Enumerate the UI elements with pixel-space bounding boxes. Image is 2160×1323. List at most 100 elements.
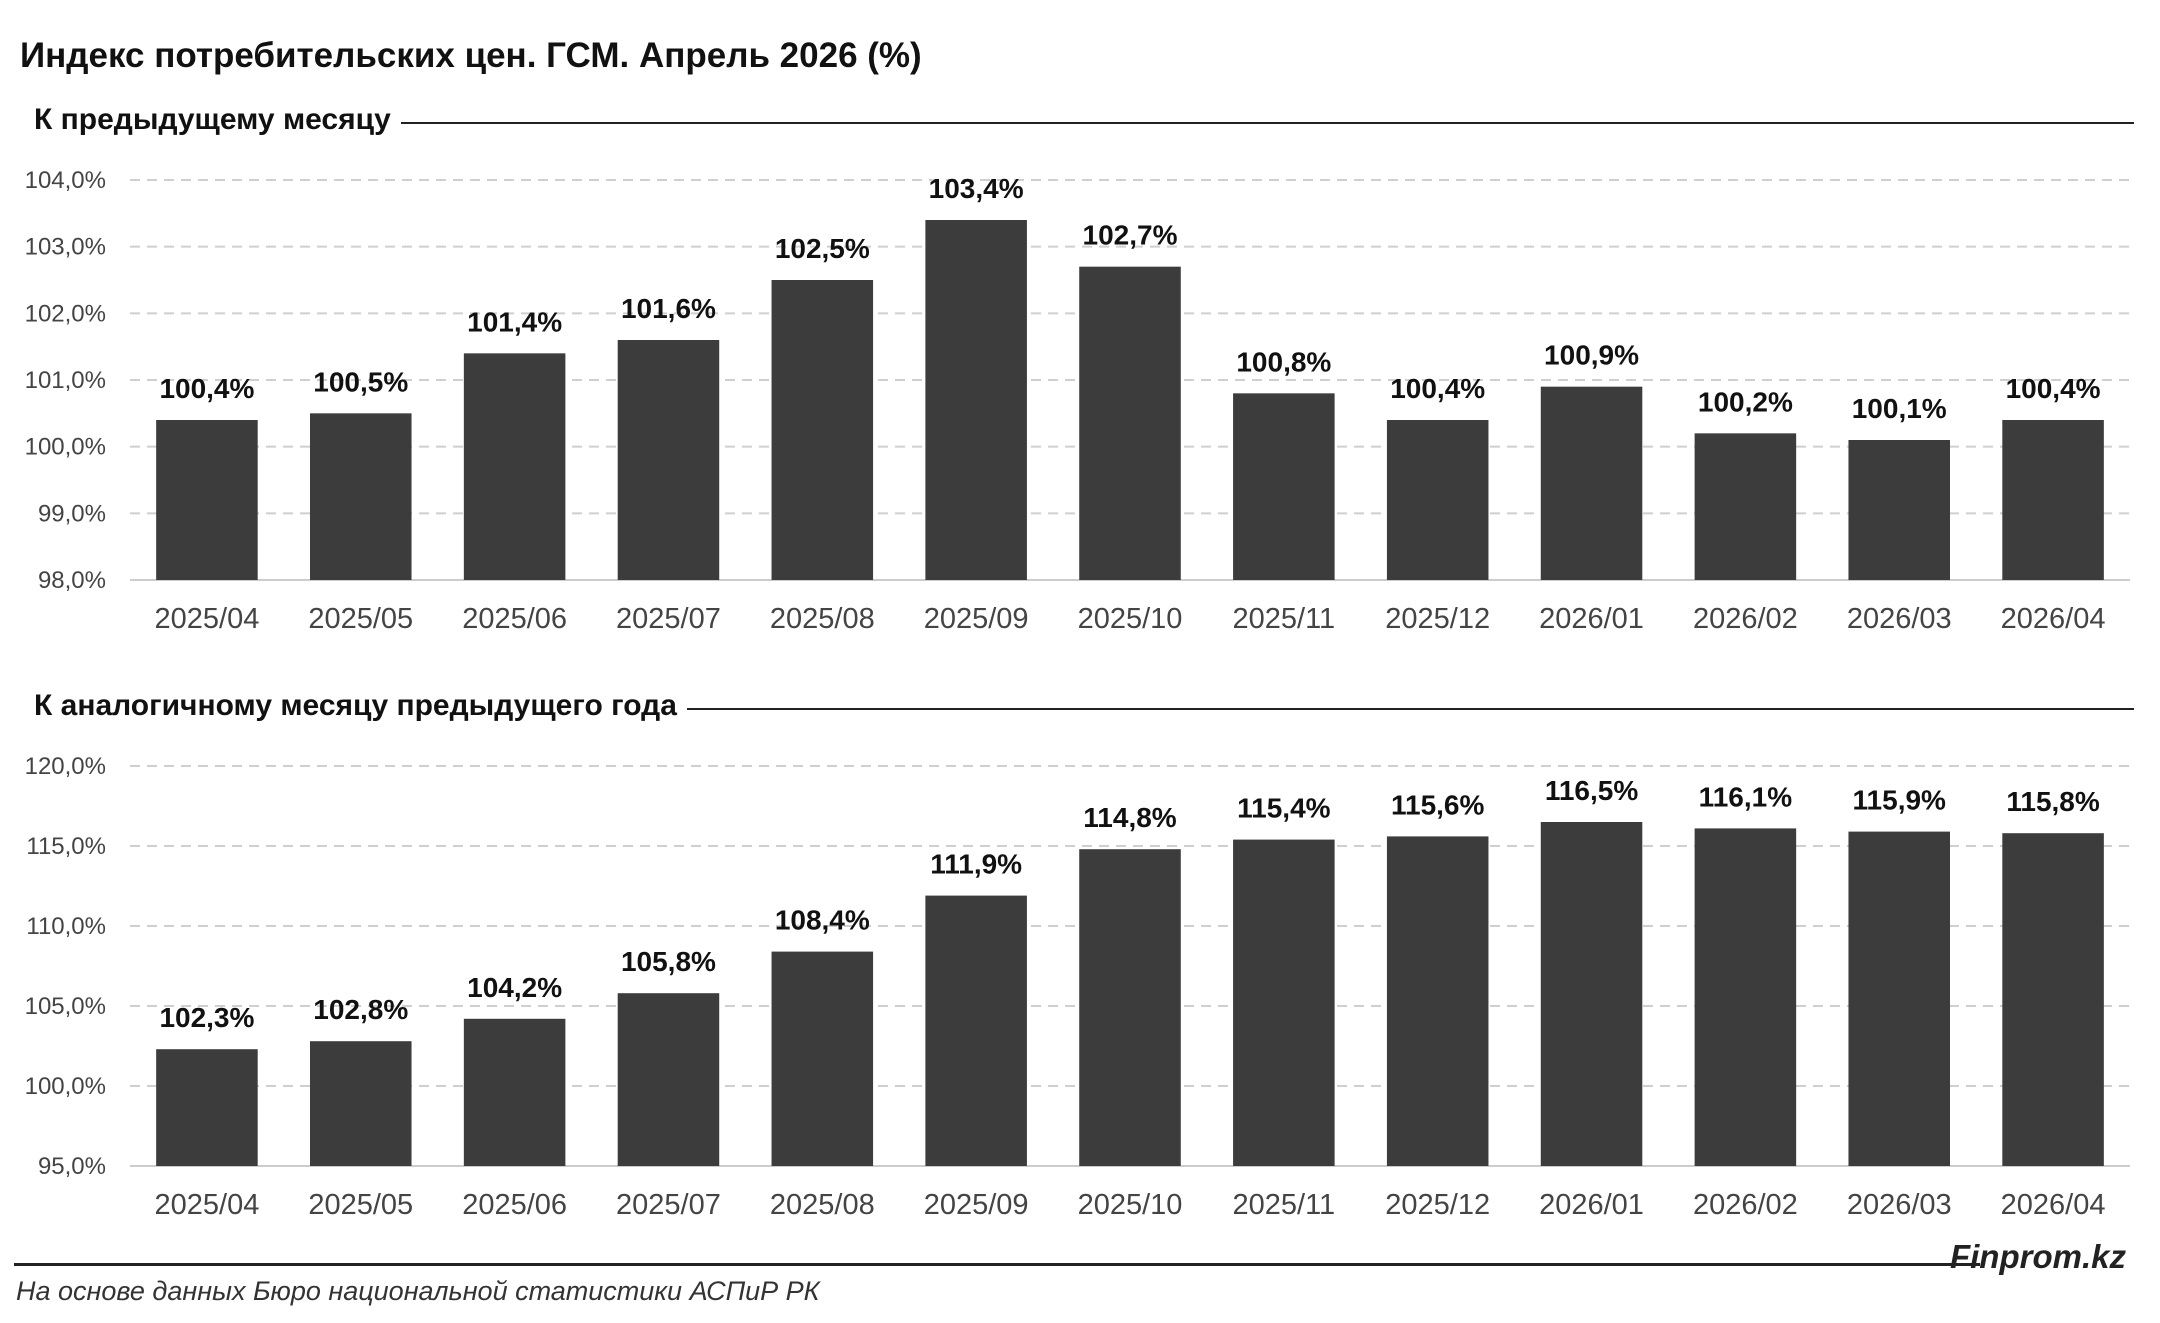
bar [156,420,258,580]
x-tick-label: 2025/08 [770,1189,875,1221]
bar [925,895,1027,1166]
y-tick-label: 95,0% [38,1153,106,1180]
x-tick-label: 2025/09 [924,603,1029,635]
x-tick-label: 2026/03 [1847,603,1952,635]
x-tick-label: 2025/10 [1078,603,1183,635]
bar [156,1049,258,1166]
chart-2-header: К аналогичному месяцу предыдущего года [34,686,2134,726]
gridlines [130,179,2130,515]
x-tick-label: 2026/01 [1539,1189,1644,1221]
chart-1-title: К предыдущему месяцу [34,103,391,136]
bar [310,413,412,580]
x-tick-label: 2026/01 [1539,603,1644,635]
data-label: 115,6% [1391,789,1485,820]
data-label: 100,4% [2006,373,2101,404]
y-tick-label: 102,0% [25,300,106,327]
chart-1-svg: 98,0% 99,0% 100,0% 101,0% 102,0% 103,0% 104,0%… [25,167,2130,635]
x-tick-label: 2025/09 [924,1189,1029,1221]
data-label: 100,5% [313,366,408,397]
x-tick-label: 2025/11 [1233,603,1336,635]
data-label: 101,4% [467,306,562,337]
data-label: 114,8% [1083,802,1177,833]
chart-1-title-rule [400,122,2134,124]
bar [617,993,720,1166]
x-tick-label: 2026/03 [1847,1189,1952,1221]
bar [1694,828,1797,1166]
x-tick-label: 2026/04 [2001,1189,2106,1221]
page-title: Индекс потребительских цен. ГСМ. Апрель … [20,36,922,75]
bar [2002,420,2104,580]
data-label: 104,2% [467,972,562,1003]
chart-2-svg: 95,0% 100,0% 105,0% 110,0% 115,0% 120,0% 102,3… [25,753,2130,1221]
bar [1540,386,1643,580]
data-label: 116,1% [1699,781,1793,812]
data-label: 100,4% [1390,373,1485,404]
x-tick-label: 2025/06 [462,1189,567,1221]
data-label: 102,3% [159,1002,254,1033]
bar [1233,839,1335,1166]
bar [1540,822,1643,1166]
bar [617,340,720,580]
x-tick-label: 2025/07 [616,1189,721,1221]
data-label: 100,8% [1236,346,1331,377]
bar [1694,433,1797,580]
bar [925,220,1027,580]
data-label: 105,8% [621,946,716,977]
x-tick-label: 2026/02 [1693,1189,1798,1221]
chart-1-header: К предыдущему месяцу [34,100,2134,140]
y-tick-label: 101,0% [25,367,106,394]
y-tick-label: 103,0% [25,234,106,261]
data-label: 103,4% [929,173,1024,204]
bar [1386,420,1489,580]
data-label: 115,9% [1853,785,1947,816]
bar [1233,393,1335,580]
x-tick-label: 2026/04 [2001,603,2106,635]
x-tick-label: 2025/04 [155,1189,260,1221]
bar [1848,831,1950,1166]
data-label: 115,8% [2006,786,2100,817]
y-tick-label: 110,0% [26,913,106,940]
x-tick-label: 2025/12 [1385,603,1490,635]
y-tick-label: 120,0% [25,753,106,780]
gridlines [130,765,2130,1087]
y-tick-label: 115,0% [26,833,106,860]
x-tick-label: 2025/05 [308,603,413,635]
y-tick-label: 99,0% [38,500,106,527]
bar [771,280,874,580]
data-label: 102,5% [775,233,870,264]
bar [1079,849,1181,1166]
data-label: 102,8% [313,994,408,1025]
x-tick-label: 2025/05 [308,1189,413,1221]
bar [1848,440,1950,580]
x-tick-label: 2025/07 [616,603,721,635]
y-tick-label: 105,0% [25,993,106,1020]
bar [463,353,566,580]
source-note: На основе данных Бюро национальной стати… [16,1276,820,1306]
x-tick-label: 2025/04 [155,603,260,635]
chart-2-title: К аналогичному месяцу предыдущего года [34,689,677,722]
chart-2-title-rule [686,708,2134,710]
data-label: 111,9% [930,849,1022,880]
data-label: 100,1% [1852,393,1947,424]
y-tick-label: 100,0% [25,434,106,461]
x-tick-label: 2025/08 [770,603,875,635]
data-label: 102,7% [1083,220,1178,251]
x-tick-label: 2026/02 [1693,603,1798,635]
data-label: 108,4% [775,905,870,936]
data-label: 115,4% [1237,793,1331,824]
y-tick-label: 100,0% [25,1073,106,1100]
bar [2002,833,2104,1166]
bar [771,951,874,1166]
brand-logo-text: Finprom.kz [1949,1238,2126,1275]
bar [463,1018,566,1166]
data-label: 116,5% [1545,775,1639,806]
data-label: 100,4% [159,373,254,404]
x-tick-label: 2025/12 [1385,1189,1490,1221]
data-label: 100,2% [1698,386,1793,417]
chart-2: 95,0% 100,0% 105,0% 110,0% 115,0% 120,0% 102,3… [0,736,2160,1236]
data-label: 100,9% [1544,340,1639,371]
x-tick-label: 2025/11 [1233,1189,1336,1221]
bar [1386,836,1489,1166]
y-tick-label: 98,0% [38,567,106,594]
data-label: 101,6% [621,293,716,324]
